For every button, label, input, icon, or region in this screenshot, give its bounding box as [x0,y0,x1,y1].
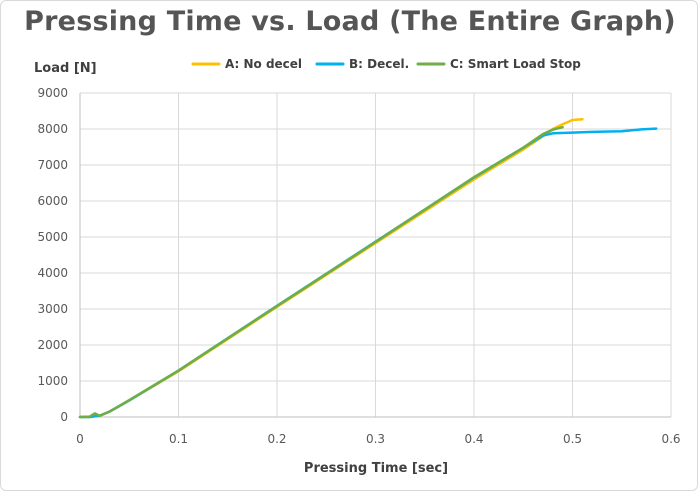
x-axis-label: Pressing Time [sec] [304,461,448,476]
y-tick-label: 5000 [37,230,68,244]
y-tick-label: 0 [60,410,68,424]
y-tick-label: 1000 [37,374,68,388]
y-tick-label: 6000 [37,194,68,208]
x-tick-label: 0 [76,432,84,446]
x-tick-label: 0.1 [169,432,188,446]
legend-label-1: B: Decel. [349,57,409,71]
series-line-2 [78,125,564,419]
y-tick-label: 9000 [37,86,68,100]
legend-label-2: C: Smart Load Stop [450,57,581,71]
y-tick-label: 4000 [37,266,68,280]
x-tick-label: 0.2 [267,432,286,446]
axes: 0 1000 2000 3000 4000 5000 6000 7000 8000 9000 0 0.… [37,86,680,446]
series-layer [78,118,658,419]
x-tick-label: 0.4 [464,432,483,446]
y-axis-label: Load [N] [34,61,97,76]
y-tick-label: 2000 [37,338,68,352]
y-tick-label: 8000 [37,122,68,136]
x-tick-label: 0.3 [366,432,385,446]
chart-title: Pressing Time vs. Load (The Entire Graph… [24,6,676,37]
series-line-0 [78,118,584,419]
x-tick-label: 0.5 [563,432,582,446]
x-tick-label: 0.6 [661,432,680,446]
y-tick-label: 7000 [37,158,68,172]
y-tick-label: 3000 [37,302,68,316]
grid [79,92,672,418]
legend: A: No decel B: Decel. C: Smart Load Stop [191,57,581,71]
legend-label-0: A: No decel [225,57,302,71]
